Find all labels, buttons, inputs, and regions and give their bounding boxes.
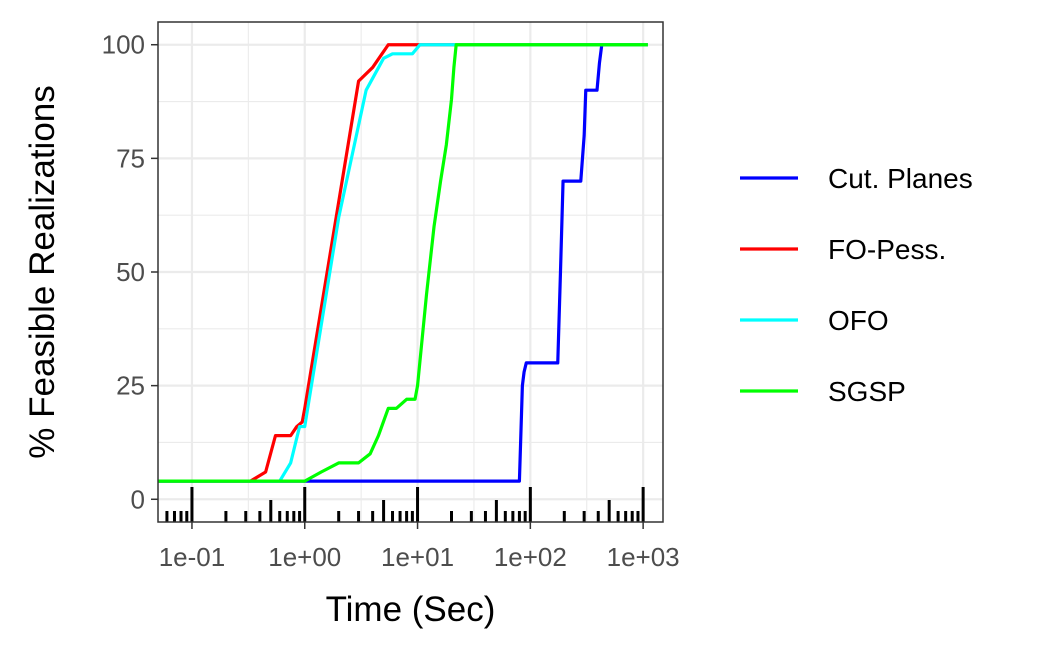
legend-item-sgsp: SGSP bbox=[740, 376, 906, 407]
x-axis: 1e-01 1e+00 1e+01 1e+02 1e+03 bbox=[159, 522, 680, 572]
legend-label: FO-Pess. bbox=[828, 234, 946, 265]
x-tick-label: 1e-01 bbox=[159, 542, 226, 572]
y-tick-label: 100 bbox=[102, 30, 145, 60]
series-line-cut-planes bbox=[158, 43, 648, 483]
y-axis: 0 25 50 75 100 bbox=[102, 30, 158, 514]
x-tick-label: 1e+02 bbox=[494, 542, 567, 572]
y-axis-title: % Feasible Realizations bbox=[23, 85, 62, 459]
x-tick-label: 1e+01 bbox=[381, 542, 454, 572]
series-layer bbox=[158, 43, 648, 483]
legend-label: SGSP bbox=[828, 376, 906, 407]
legend-item-fo-pess: FO-Pess. bbox=[740, 234, 946, 265]
series-line-fo-pess bbox=[158, 43, 648, 483]
x-tick-label: 1e+03 bbox=[607, 542, 680, 572]
y-tick-label: 25 bbox=[116, 371, 145, 401]
legend-label: Cut. Planes bbox=[828, 163, 973, 194]
legend-label: OFO bbox=[828, 305, 889, 336]
rug-layer bbox=[165, 487, 645, 522]
legend-item-ofo: OFO bbox=[740, 305, 889, 336]
legend: Cut. Planes FO-Pess. OFO SGSP bbox=[740, 163, 973, 407]
legend-item-cut-planes: Cut. Planes bbox=[740, 163, 973, 194]
y-tick-label: 50 bbox=[116, 257, 145, 287]
grid-major bbox=[158, 22, 663, 522]
y-tick-label: 0 bbox=[131, 484, 145, 514]
series-line-ofo bbox=[158, 43, 648, 483]
x-axis-title: Time (Sec) bbox=[326, 590, 496, 629]
x-tick-label: 1e+00 bbox=[268, 542, 341, 572]
y-tick-label: 75 bbox=[116, 143, 145, 173]
series-line-sgsp bbox=[158, 43, 648, 483]
